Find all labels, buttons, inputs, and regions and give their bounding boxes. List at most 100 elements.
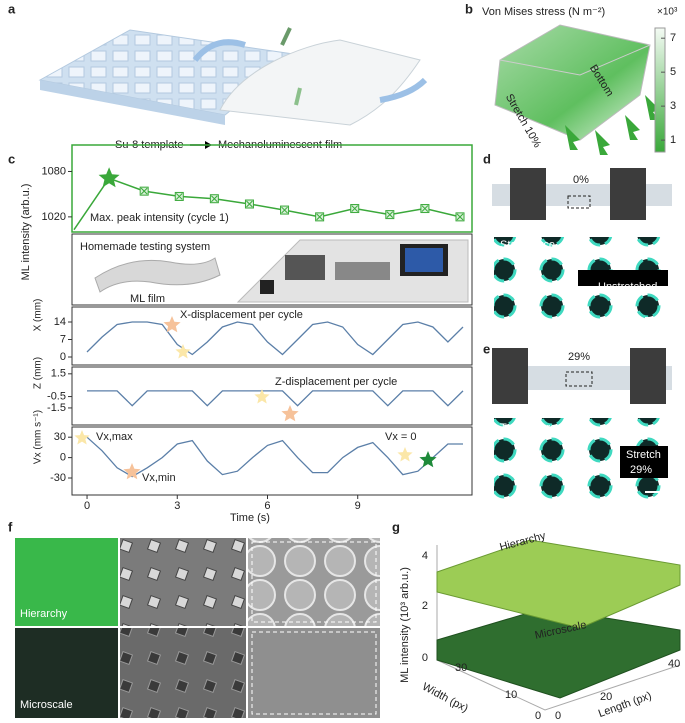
y-tick-label: 7 bbox=[60, 333, 66, 345]
ml-point-cross bbox=[211, 195, 218, 203]
device bbox=[260, 280, 274, 294]
colorbar-title: Von Mises stress (N m⁻²) bbox=[482, 6, 605, 18]
force-label: Tensile force bbox=[500, 422, 562, 434]
colorbar bbox=[654, 27, 666, 153]
star bbox=[74, 430, 90, 445]
plot-frame bbox=[71, 366, 473, 426]
state-label: Unstretched bbox=[598, 281, 657, 293]
force-label: Static force bbox=[500, 239, 555, 251]
zoom-box bbox=[565, 371, 593, 387]
star bbox=[281, 405, 299, 422]
star bbox=[254, 389, 270, 404]
annotation: Vx,min bbox=[142, 472, 176, 484]
annotation: X-displacement per cycle bbox=[180, 309, 303, 321]
cube bbox=[494, 24, 651, 141]
sem-zoom bbox=[248, 538, 380, 626]
surface-hierarchy bbox=[436, 539, 681, 629]
zoom-frame bbox=[251, 631, 377, 715]
panel-label: f bbox=[8, 519, 13, 534]
z-axis-label: ML intensity (10³ arb.u.) bbox=[399, 567, 411, 683]
panel-label: c bbox=[8, 151, 15, 166]
sem-image bbox=[120, 628, 246, 718]
ml-point-cross bbox=[281, 206, 288, 214]
arrow bbox=[379, 77, 428, 103]
ml-point-cross bbox=[456, 213, 464, 221]
clamp bbox=[510, 168, 546, 220]
length-tick-label: 20 bbox=[600, 691, 612, 703]
y-axis-label: Vx (mm s⁻¹) bbox=[33, 410, 44, 464]
device bbox=[335, 262, 390, 280]
colorbar-tick-label: 1 bbox=[670, 134, 676, 146]
arrows bbox=[565, 95, 660, 155]
panel-label: d bbox=[483, 151, 491, 166]
star bbox=[123, 463, 141, 480]
green-image bbox=[15, 538, 118, 626]
x-axis-label: Time (s) bbox=[230, 512, 270, 524]
plot-frame bbox=[71, 306, 473, 366]
ml-point-cross bbox=[386, 211, 394, 218]
length-tick-label: 40 bbox=[668, 658, 680, 670]
sem-zoom bbox=[248, 628, 380, 718]
laptop-screen bbox=[405, 248, 443, 272]
strain-label: 29% bbox=[568, 351, 590, 363]
y-axis-label: Z (mm) bbox=[33, 357, 44, 389]
zoom-box bbox=[567, 195, 591, 209]
colorbar-tick-label: 5 bbox=[670, 66, 676, 78]
ml-point-cross bbox=[175, 193, 183, 200]
width-axis-label: Width (px) bbox=[420, 681, 470, 715]
ml-point-cross bbox=[316, 213, 323, 221]
z-tick-label: 0 bbox=[422, 652, 428, 664]
photo-label: ML film bbox=[130, 293, 165, 305]
y-tick-label: 0 bbox=[60, 351, 66, 363]
arrow bbox=[192, 39, 246, 62]
label-bg bbox=[578, 270, 668, 286]
sem-image bbox=[120, 538, 246, 626]
clamp bbox=[610, 168, 646, 220]
annotation: Vx,max bbox=[96, 431, 133, 443]
annotation: Max. peak intensity (cycle 1) bbox=[90, 212, 229, 224]
colorbar-tick-label: 7 bbox=[670, 32, 676, 44]
x-tick-label: 6 bbox=[264, 500, 270, 512]
series-line bbox=[86, 321, 464, 356]
panel-label: a bbox=[8, 1, 16, 16]
ml-point-cross bbox=[421, 205, 429, 212]
panel-label: e bbox=[483, 341, 490, 356]
length-tick-label: 0 bbox=[555, 710, 561, 722]
star bbox=[397, 447, 413, 462]
state-label: 29% bbox=[630, 464, 652, 476]
z-tick-label: 4 bbox=[422, 550, 428, 562]
device bbox=[285, 255, 325, 280]
colorbar-tick-label: 3 bbox=[670, 100, 676, 112]
image-label: Microscale bbox=[20, 699, 73, 711]
arrow bbox=[294, 87, 302, 106]
z-tick-label: 2 bbox=[422, 600, 428, 612]
photo-title: Homemade testing system bbox=[80, 241, 210, 253]
clamp bbox=[630, 348, 666, 404]
star bbox=[419, 451, 437, 468]
star bbox=[163, 316, 181, 333]
ml-point-cross bbox=[351, 205, 359, 212]
width-tick-label: 10 bbox=[505, 689, 517, 701]
colorbar-multiplier: ×10³ bbox=[657, 7, 678, 18]
image-label: Hierarchy bbox=[20, 608, 68, 620]
strain-label: 0% bbox=[573, 174, 589, 186]
series-line bbox=[87, 390, 464, 407]
template-edge bbox=[40, 80, 225, 125]
annotation: Z-displacement per cycle bbox=[275, 376, 397, 388]
axis-frame bbox=[436, 545, 681, 711]
clamp bbox=[492, 348, 528, 404]
x-tick-label: 0 bbox=[84, 500, 90, 512]
plot-frame bbox=[71, 426, 473, 496]
x-tick-label: 3 bbox=[174, 500, 180, 512]
y-tick-label: 1.5 bbox=[51, 368, 66, 380]
ml-line bbox=[73, 177, 461, 231]
y-tick-label: 30 bbox=[54, 431, 66, 443]
width-tick-label: 30 bbox=[455, 662, 467, 674]
cube-edge bbox=[499, 44, 651, 76]
state-label: Stretch bbox=[626, 449, 661, 461]
plot-frame bbox=[71, 144, 473, 233]
label-bg bbox=[620, 446, 668, 478]
y-tick-label: 0 bbox=[60, 452, 66, 464]
star bbox=[98, 167, 120, 188]
